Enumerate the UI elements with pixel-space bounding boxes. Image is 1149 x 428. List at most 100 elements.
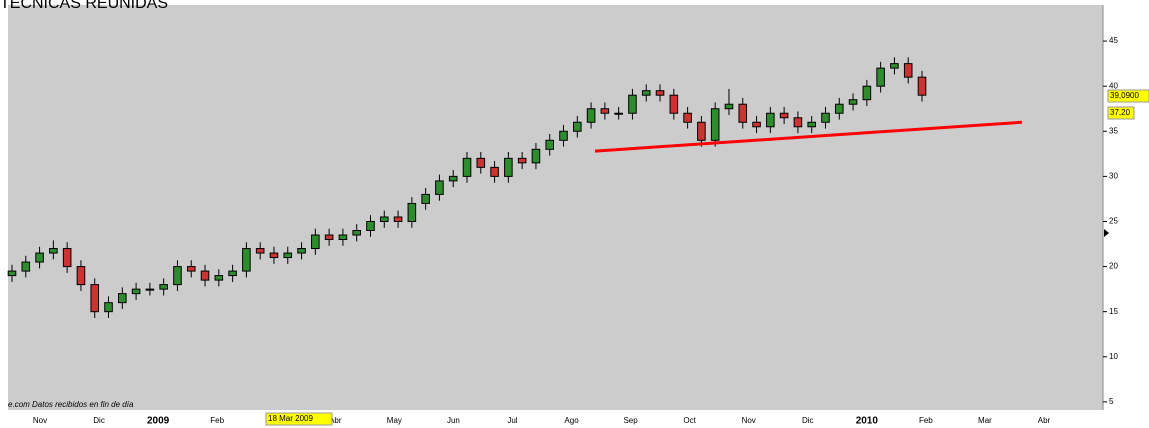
y-tick-label: 15	[1109, 307, 1118, 316]
candle-body	[559, 130, 568, 141]
y-tick-label: 5	[1109, 397, 1114, 406]
candle-body	[173, 266, 182, 286]
candle-body	[766, 112, 775, 128]
candle-body	[490, 166, 499, 177]
candle-body	[7, 270, 17, 277]
candle-body	[876, 67, 885, 87]
candle-body	[324, 234, 334, 241]
y-tick-label: 20	[1109, 262, 1118, 271]
candle-body	[228, 270, 237, 277]
candle-body	[821, 112, 830, 123]
x-tick-label: 2009	[147, 416, 170, 427]
trendline	[594, 120, 1023, 153]
annotation: 37,20	[1110, 108, 1131, 117]
candle-body	[145, 288, 155, 291]
candle-body	[49, 248, 58, 254]
candle-body	[890, 63, 899, 69]
candle-body	[917, 76, 927, 96]
candle-body	[186, 266, 196, 272]
candle-body	[697, 121, 706, 141]
candle-body	[793, 117, 803, 128]
x-tick-label: Mar	[978, 416, 992, 425]
candle-body	[379, 216, 389, 222]
candle-body	[807, 121, 816, 128]
candle-body	[159, 284, 168, 290]
candle-body	[848, 99, 858, 105]
x-tick-label: Dic	[802, 416, 814, 425]
x-tick-label: Nov	[33, 416, 47, 425]
y-tick-label: 25	[1109, 217, 1118, 226]
marker-arrow	[1104, 229, 1109, 237]
candle-body	[710, 108, 720, 141]
candle-body	[297, 248, 306, 254]
candle-body	[352, 230, 361, 236]
y-tick-label: 10	[1109, 352, 1118, 361]
x-tick-label: Feb	[919, 416, 933, 425]
candle-body	[573, 121, 582, 132]
y-tick-label: 45	[1109, 36, 1118, 45]
candle-body	[448, 175, 458, 182]
candle-body	[200, 270, 210, 281]
candle-body	[655, 90, 665, 96]
candle-body	[600, 108, 610, 114]
candle-body	[435, 180, 444, 195]
candle-body	[407, 202, 417, 222]
annotation: 18 Mar 2009	[268, 414, 313, 423]
x-tick-label: Nov	[742, 416, 756, 425]
candle-body	[683, 112, 692, 123]
x-tick-label: Oct	[683, 416, 696, 425]
footer: e.com Datos recibidos en fin de día	[8, 400, 134, 409]
candle-body	[311, 234, 320, 250]
annotation: 39,0900	[1110, 91, 1139, 100]
candle-body	[269, 252, 279, 259]
candle-body	[738, 103, 748, 123]
candle-body	[724, 103, 734, 110]
candle-body	[90, 284, 100, 313]
annotation-box	[1107, 89, 1149, 103]
x-tick-label: Feb	[210, 416, 224, 425]
x-tick-label: May	[387, 416, 402, 425]
y-tick-label: 35	[1109, 126, 1118, 135]
candle-body	[62, 248, 72, 268]
candle-body	[476, 157, 486, 168]
candle-body	[393, 216, 403, 222]
candle-body	[421, 193, 430, 204]
candle-body	[614, 112, 623, 115]
candle-body	[531, 148, 541, 164]
candle-body	[118, 293, 127, 304]
candle-body	[752, 121, 761, 128]
candle-body	[366, 220, 375, 232]
y-tick-label: 30	[1109, 171, 1118, 180]
candle-body	[903, 63, 913, 78]
y-tick-label: 40	[1109, 81, 1118, 90]
candle-body	[21, 261, 31, 272]
candle-body	[586, 108, 596, 123]
candle-body	[283, 252, 293, 259]
candle-body	[834, 103, 844, 114]
candle-body	[545, 139, 555, 150]
candle-body	[628, 94, 637, 114]
x-tick-label: Jun	[447, 416, 460, 425]
x-tick-label: Ago	[564, 416, 579, 425]
x-tick-label: Abr	[329, 416, 342, 425]
candle-body	[76, 266, 86, 286]
x-tick-label: 2010	[856, 416, 879, 427]
candle-body	[779, 112, 789, 119]
annotation-box	[1107, 106, 1135, 120]
candle-body	[462, 157, 472, 177]
candle-body	[669, 94, 679, 114]
candle-body	[242, 248, 251, 272]
candle-body	[504, 157, 513, 177]
candle-body	[517, 157, 527, 164]
candle-body	[255, 248, 265, 254]
x-tick-label: Dic	[93, 416, 105, 425]
candle-body	[338, 234, 348, 241]
x-tick-label: Jul	[507, 416, 517, 425]
candle-body	[131, 288, 141, 295]
candle-body	[214, 275, 224, 281]
x-tick-label: Abr	[1038, 416, 1051, 425]
candle-body	[35, 252, 44, 263]
x-tick-label: Sep	[623, 416, 638, 425]
annotation-box	[265, 412, 333, 426]
